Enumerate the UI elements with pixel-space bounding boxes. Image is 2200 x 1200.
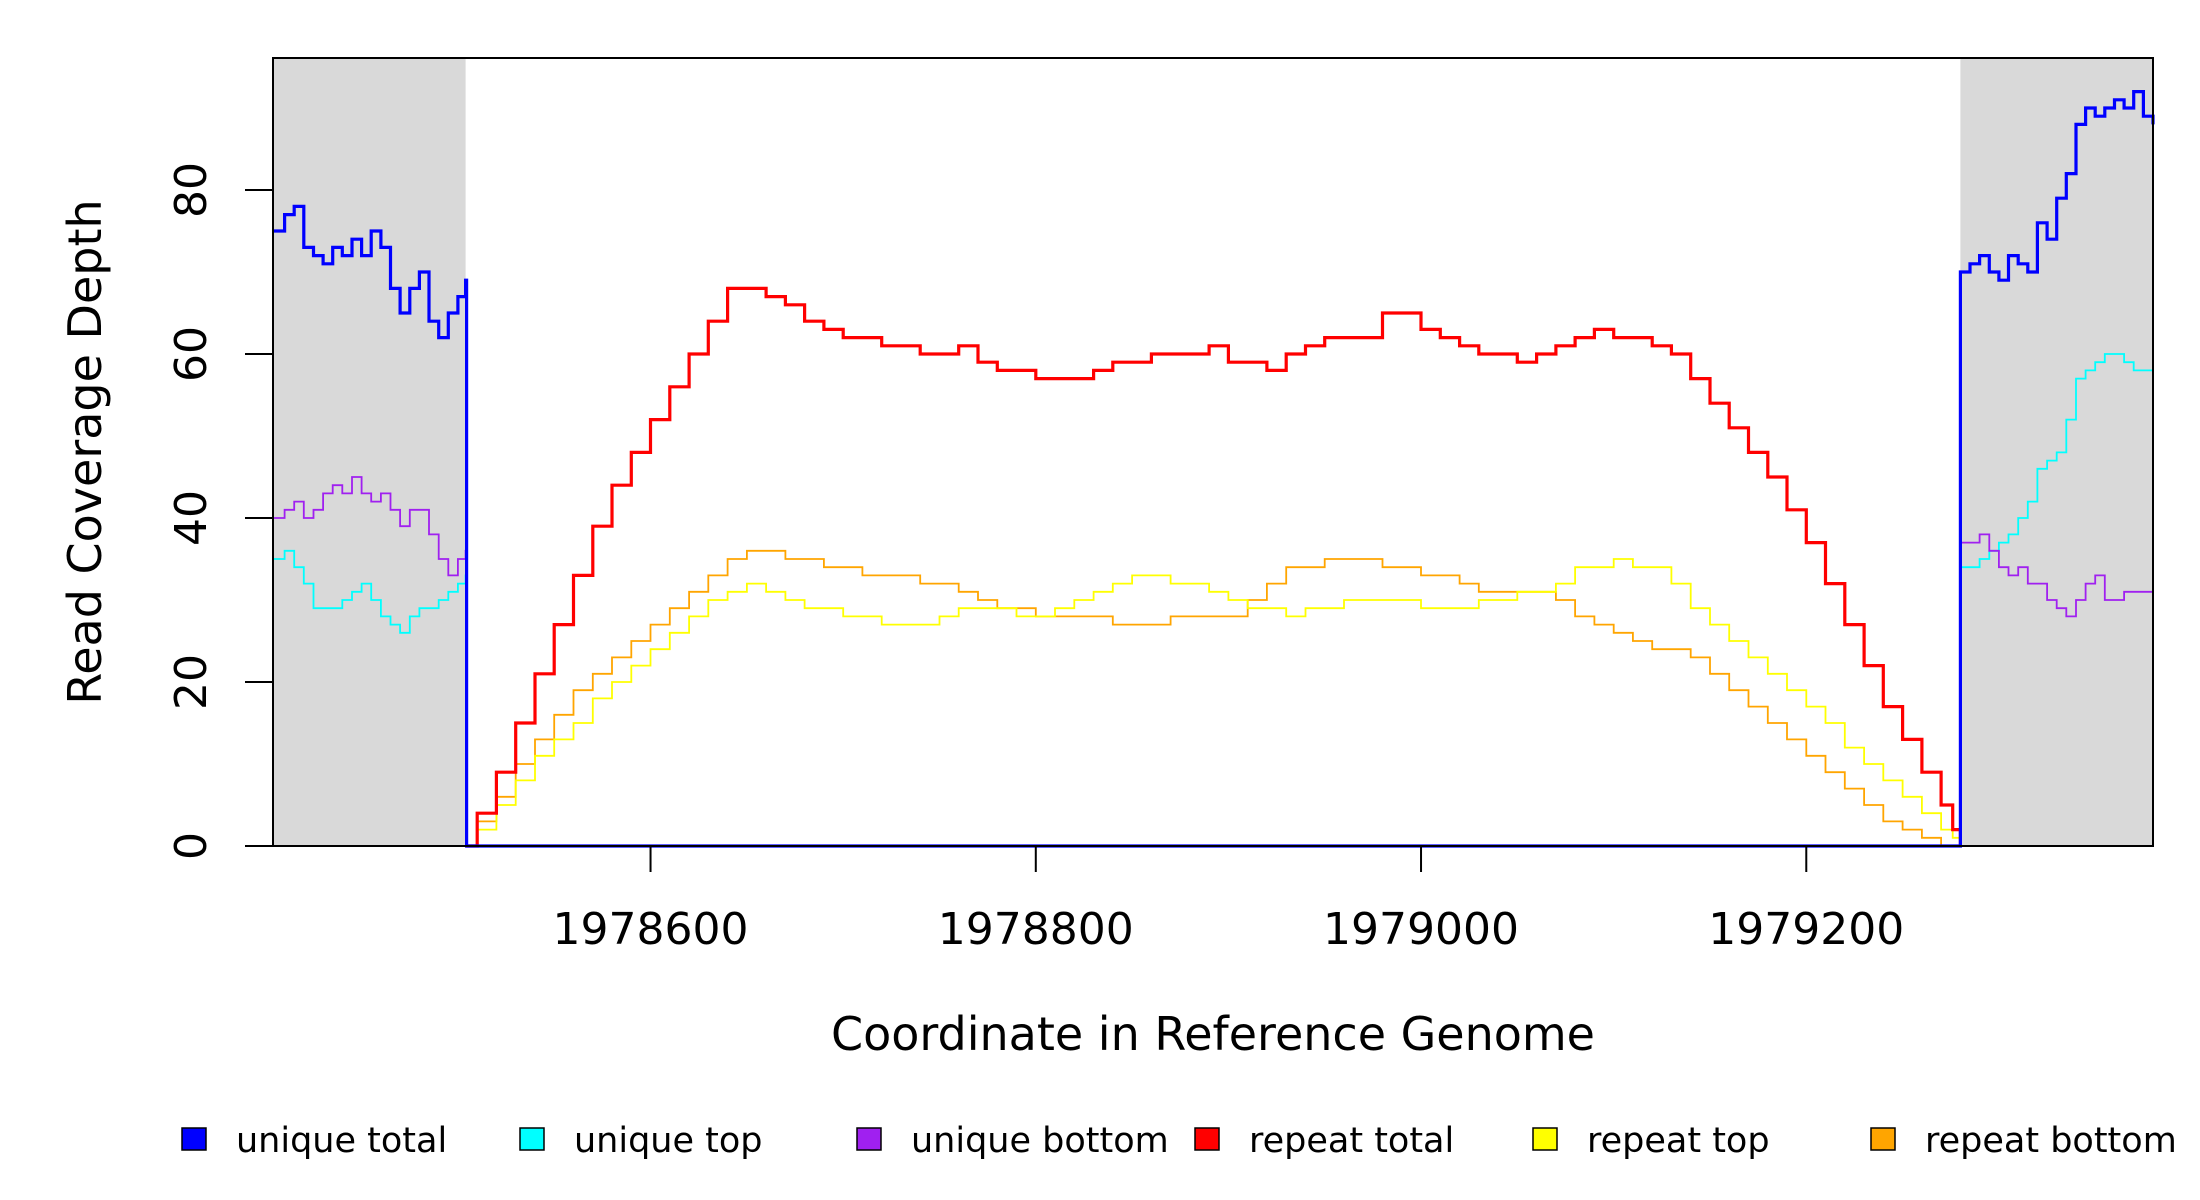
legend-swatch bbox=[1532, 1127, 1558, 1151]
legend-item-unique-total: unique total bbox=[181, 1121, 447, 1161]
legend: unique total unique top unique bottom repea… bbox=[181, 1121, 2177, 1161]
series-line-repeat-total bbox=[465, 286, 1962, 848]
x-tick-label: 1979000 bbox=[1323, 904, 1519, 955]
y-tick-label: 20 bbox=[166, 654, 217, 710]
series-line-repeat-bottom bbox=[465, 549, 1961, 847]
legend-swatch bbox=[1870, 1127, 1896, 1151]
shaded-region-1 bbox=[273, 58, 466, 846]
x-tick-label: 1978600 bbox=[553, 904, 749, 955]
legend-swatch bbox=[519, 1127, 545, 1151]
x-axis-title: Coordinate in Reference Genome bbox=[831, 1007, 1595, 1061]
legend-item-unique-bottom: unique bottom bbox=[856, 1121, 1169, 1161]
legend-swatch bbox=[1194, 1127, 1220, 1151]
y-axis-title: Read Coverage Depth bbox=[58, 199, 112, 704]
legend-item-repeat-bottom: repeat bottom bbox=[1870, 1121, 2177, 1161]
legend-swatch bbox=[181, 1127, 207, 1151]
y-tick-label: 60 bbox=[166, 326, 217, 382]
legend-label: repeat total bbox=[1249, 1121, 1454, 1161]
legend-label: repeat top bbox=[1587, 1121, 1770, 1161]
y-tick-label: 40 bbox=[166, 490, 217, 546]
legend-label: repeat bottom bbox=[1925, 1121, 2177, 1161]
legend-label: unique top bbox=[574, 1121, 763, 1161]
y-tick-label: 80 bbox=[166, 162, 217, 218]
legend-item-unique-top: unique top bbox=[519, 1121, 763, 1161]
series-line-repeat-top bbox=[465, 558, 1962, 847]
y-tick-label: 0 bbox=[166, 832, 217, 860]
flanking-region-shading bbox=[273, 58, 2153, 846]
legend-item-repeat-top: repeat top bbox=[1532, 1121, 1770, 1161]
x-tick-label: 1978800 bbox=[938, 904, 1134, 955]
y-axis: 0 20 40 60 80 bbox=[166, 162, 274, 860]
x-tick-label: 1979200 bbox=[1708, 904, 1904, 955]
coverage-lines bbox=[273, 90, 2155, 848]
legend-label: unique total bbox=[236, 1121, 447, 1161]
legend-swatch bbox=[856, 1127, 882, 1151]
x-axis: 1978600 1978800 1979000 1979200 bbox=[553, 845, 1904, 955]
legend-label: unique bottom bbox=[911, 1121, 1169, 1161]
legend-item-repeat-total: repeat total bbox=[1194, 1121, 1454, 1161]
